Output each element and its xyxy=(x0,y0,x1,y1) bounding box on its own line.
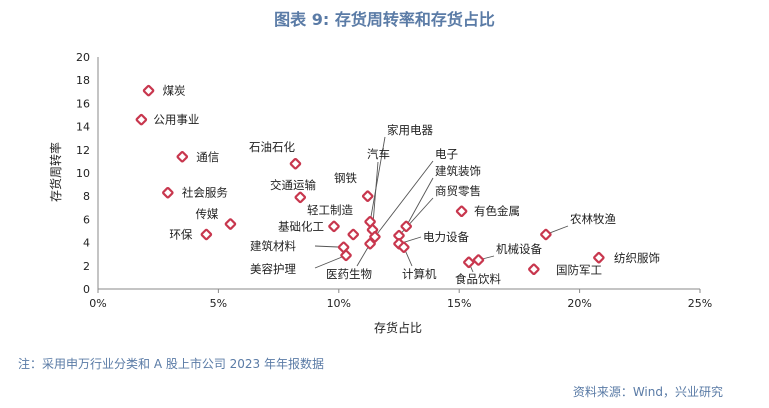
y-tick-label: 4 xyxy=(83,237,90,250)
point-label: 食品饮料 xyxy=(455,272,501,286)
x-tick-label: 10% xyxy=(327,297,351,310)
y-tick-label: 10 xyxy=(76,167,90,180)
data-point xyxy=(540,228,552,241)
point-label: 社会服务 xyxy=(182,186,228,200)
data-point xyxy=(472,254,485,266)
data-source: 资料来源：Wind，兴业研究 xyxy=(572,385,723,399)
point-label: 国防军工 xyxy=(556,263,602,277)
point-label: 传媒 xyxy=(195,207,218,221)
point-label: 美容护理 xyxy=(250,262,296,276)
point-label: 电子 xyxy=(435,147,458,161)
data-point xyxy=(455,205,468,218)
point-label: 基础化工 xyxy=(278,219,324,233)
data-point xyxy=(398,241,410,254)
leader-line xyxy=(405,177,434,227)
data-point xyxy=(176,150,189,163)
y-tick-label: 14 xyxy=(76,121,90,134)
data-point xyxy=(142,84,155,97)
data-point xyxy=(528,263,540,276)
data-point xyxy=(369,231,381,243)
x-tick-label: 5% xyxy=(210,297,227,310)
footnote: 注：采用申万行业分类和 A 股上市公司 2023 年年报数据 xyxy=(18,357,325,371)
y-tick-label: 0 xyxy=(83,283,90,296)
point-label: 交通运输 xyxy=(270,178,316,192)
point-label: 钢铁 xyxy=(334,171,357,185)
point-label: 电力设备 xyxy=(423,230,469,244)
y-tick-label: 16 xyxy=(76,97,90,110)
y-tick-label: 18 xyxy=(76,74,90,87)
point-label: 机械设备 xyxy=(496,242,542,256)
data-point xyxy=(200,228,213,241)
data-point xyxy=(135,113,148,126)
data-points xyxy=(135,84,605,276)
data-point xyxy=(463,256,475,269)
data-point xyxy=(347,228,360,241)
point-label: 煤炭 xyxy=(163,84,186,98)
point-label: 建筑装饰 xyxy=(435,164,481,178)
data-point xyxy=(294,191,307,204)
point-label: 医药生物 xyxy=(326,267,372,281)
x-tick-label: 20% xyxy=(567,297,591,310)
x-tick-label: 0% xyxy=(89,297,106,310)
data-point xyxy=(162,186,174,199)
y-tick-label: 12 xyxy=(76,144,90,157)
data-point xyxy=(364,237,376,250)
point-label: 纺织服饰 xyxy=(614,251,660,265)
data-point xyxy=(289,157,302,170)
point-label: 公用事业 xyxy=(153,113,199,127)
y-tick-label: 20 xyxy=(76,51,90,64)
point-label: 通信 xyxy=(196,150,219,164)
point-label: 家用电器 xyxy=(387,123,433,137)
point-label: 商贸零售 xyxy=(435,184,481,198)
y-tick-label: 6 xyxy=(83,213,90,226)
x-tick-label: 25% xyxy=(688,297,712,310)
data-point xyxy=(393,229,405,242)
axes xyxy=(97,57,700,290)
leader-line xyxy=(374,160,434,238)
point-label: 建筑材料 xyxy=(250,239,296,253)
y-axis-title: 存货周转率 xyxy=(48,142,63,202)
point-label: 有色金属 xyxy=(474,204,520,218)
data-point xyxy=(593,251,605,264)
point-label: 石油石化 xyxy=(249,140,295,154)
point-label: 汽车 xyxy=(367,147,390,161)
y-tick-labels: 0 2 4 6 8 10 12 14 16 18 20 xyxy=(76,51,90,296)
data-point xyxy=(224,218,237,230)
x-axis-title: 存货占比 xyxy=(374,320,422,335)
chart-title: 图表 9: 存货周转率和存货占比 xyxy=(274,10,495,29)
x-tick-labels: 0% 5% 10% 15% 20% 25% xyxy=(89,289,712,310)
data-point xyxy=(328,220,340,233)
leader-line xyxy=(314,254,347,269)
data-point xyxy=(340,249,352,262)
point-label: 计算机 xyxy=(402,267,437,281)
point-label: 农林牧渔 xyxy=(570,212,616,226)
y-tick-label: 8 xyxy=(83,190,90,203)
data-point xyxy=(361,190,374,202)
x-tick-label: 15% xyxy=(447,297,471,310)
y-tick-label: 2 xyxy=(83,260,90,273)
data-point xyxy=(400,220,413,233)
point-label: 环保 xyxy=(169,227,192,241)
point-label: 轻工制造 xyxy=(307,203,353,217)
leader-line xyxy=(369,136,386,222)
